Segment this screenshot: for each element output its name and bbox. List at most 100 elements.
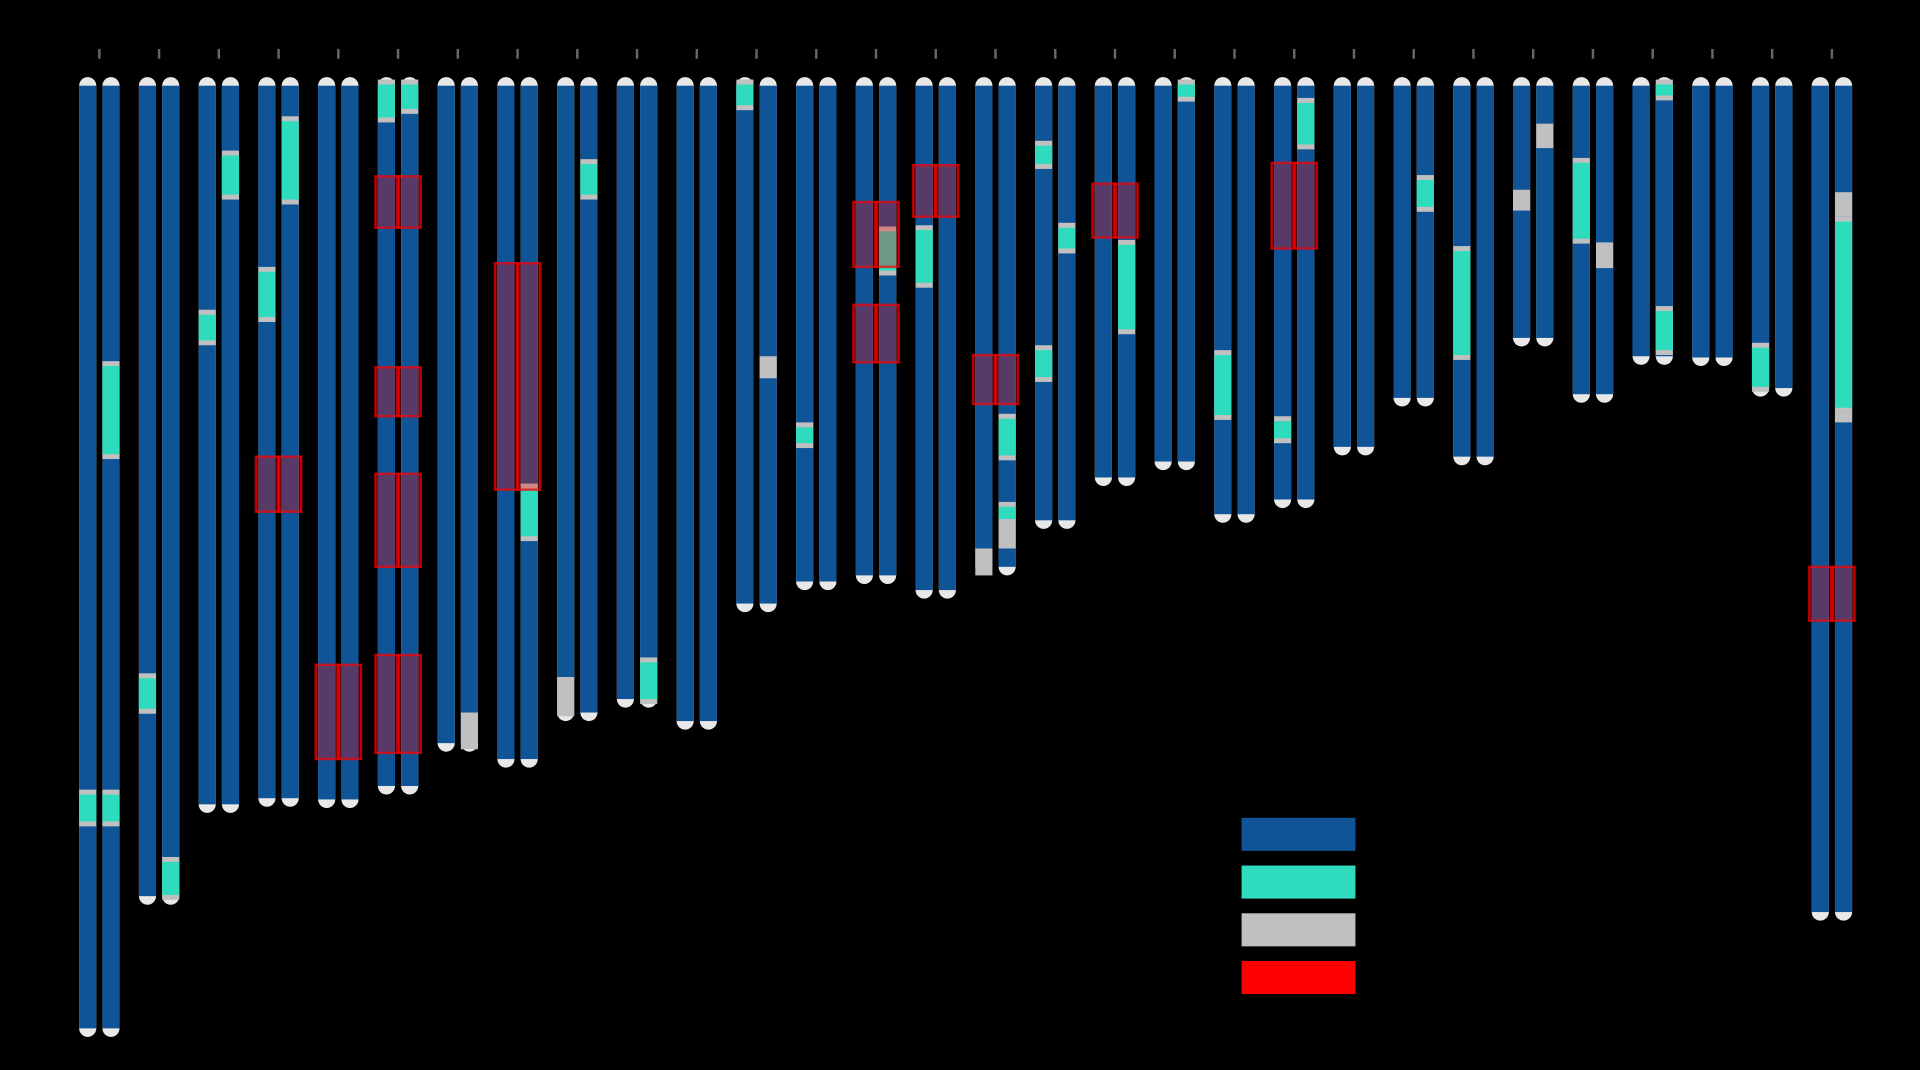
- highlight: [397, 366, 422, 418]
- segment: [1035, 145, 1053, 165]
- highlight: [397, 653, 422, 755]
- chromosome: [1333, 85, 1351, 447]
- segment: [1118, 244, 1136, 330]
- highlight: [374, 175, 399, 229]
- segment: [796, 427, 814, 444]
- chromosome: [221, 85, 240, 805]
- chromosome: [79, 85, 97, 1029]
- chromosome: [736, 85, 754, 604]
- segment: [258, 271, 276, 318]
- chromosome: [1058, 85, 1076, 521]
- chromosome: [1536, 85, 1554, 338]
- highlight: [374, 366, 399, 418]
- segment: [998, 418, 1016, 456]
- legend-swatch: [1241, 913, 1356, 947]
- segment: [1834, 221, 1853, 408]
- segment: [998, 506, 1016, 520]
- chromosome: [401, 85, 419, 786]
- segment: [281, 121, 299, 200]
- segment: [975, 548, 993, 576]
- segment: [221, 155, 240, 195]
- highlight: [994, 353, 1020, 406]
- chromosome: [1692, 85, 1710, 358]
- chromosome: [557, 85, 575, 713]
- highlight: [397, 175, 422, 229]
- segment: [1512, 189, 1531, 211]
- highlight: [875, 200, 900, 269]
- chromosome: [1214, 85, 1232, 515]
- chromosome: [1751, 85, 1770, 389]
- segment: [1177, 84, 1195, 97]
- chromosome: [520, 85, 538, 760]
- chromosome: [1274, 85, 1292, 500]
- segment: [1058, 227, 1076, 249]
- highlight: [1831, 565, 1856, 622]
- chromosome: [258, 85, 276, 799]
- legend-swatch: [1241, 865, 1356, 899]
- segment: [1751, 347, 1770, 387]
- segment: [915, 230, 933, 283]
- chromosome: [198, 85, 216, 805]
- segment: [1416, 179, 1434, 207]
- highlight: [493, 261, 519, 491]
- chromosome: [437, 85, 455, 744]
- segment: [198, 314, 216, 341]
- segment: [1834, 412, 1853, 423]
- chromosome: [616, 85, 634, 700]
- segment: [79, 794, 97, 822]
- segment: [1035, 350, 1053, 378]
- segment: [1214, 355, 1232, 416]
- chromosome: [1655, 85, 1673, 357]
- chromosome: [1715, 85, 1733, 358]
- chromosome: [759, 85, 777, 604]
- segment: [879, 231, 897, 271]
- highlight: [852, 303, 877, 364]
- segment: [1536, 123, 1554, 149]
- highlight: [254, 455, 280, 513]
- segment: [162, 861, 180, 895]
- chromosome: [938, 85, 956, 591]
- segment: [759, 356, 777, 379]
- chromosome: [318, 85, 336, 800]
- segment: [1834, 192, 1853, 217]
- chromosome: [975, 85, 993, 567]
- legend-swatch: [1241, 961, 1356, 995]
- chromosome: [460, 85, 479, 744]
- segment: [640, 662, 658, 700]
- chromosome: [1177, 85, 1195, 462]
- chromosome: [1416, 85, 1434, 398]
- highlight: [852, 200, 877, 269]
- segment: [401, 84, 419, 109]
- chromosome: [377, 85, 396, 786]
- chromosome: [676, 85, 694, 722]
- chromosome: [879, 85, 897, 576]
- highlight: [971, 353, 997, 406]
- segment: [998, 523, 1016, 549]
- chromosome: [1297, 85, 1315, 500]
- highlight: [1270, 161, 1295, 250]
- chromosome: [1094, 85, 1112, 478]
- segment: [520, 488, 538, 537]
- highlight: [337, 663, 363, 761]
- chromosome: [796, 85, 814, 582]
- segment: [1453, 250, 1471, 356]
- highlight: [397, 472, 422, 569]
- chromosome: [1476, 85, 1494, 457]
- chromosome: [281, 85, 299, 799]
- chromosome: [1811, 85, 1829, 913]
- chromosome: [1357, 85, 1375, 447]
- chromosome: [162, 85, 180, 897]
- chromosome: [819, 85, 837, 582]
- highlight: [1091, 182, 1116, 239]
- segment: [1297, 102, 1315, 145]
- highlight: [516, 261, 542, 491]
- chromosome: [1596, 85, 1614, 395]
- chromosome: [341, 85, 359, 800]
- segment: [1274, 421, 1292, 439]
- segment: [102, 366, 120, 455]
- segment: [736, 84, 754, 106]
- highlight: [875, 303, 900, 364]
- highlight: [1114, 182, 1139, 239]
- chromosome: [497, 85, 515, 760]
- legend-swatch: [1241, 817, 1356, 851]
